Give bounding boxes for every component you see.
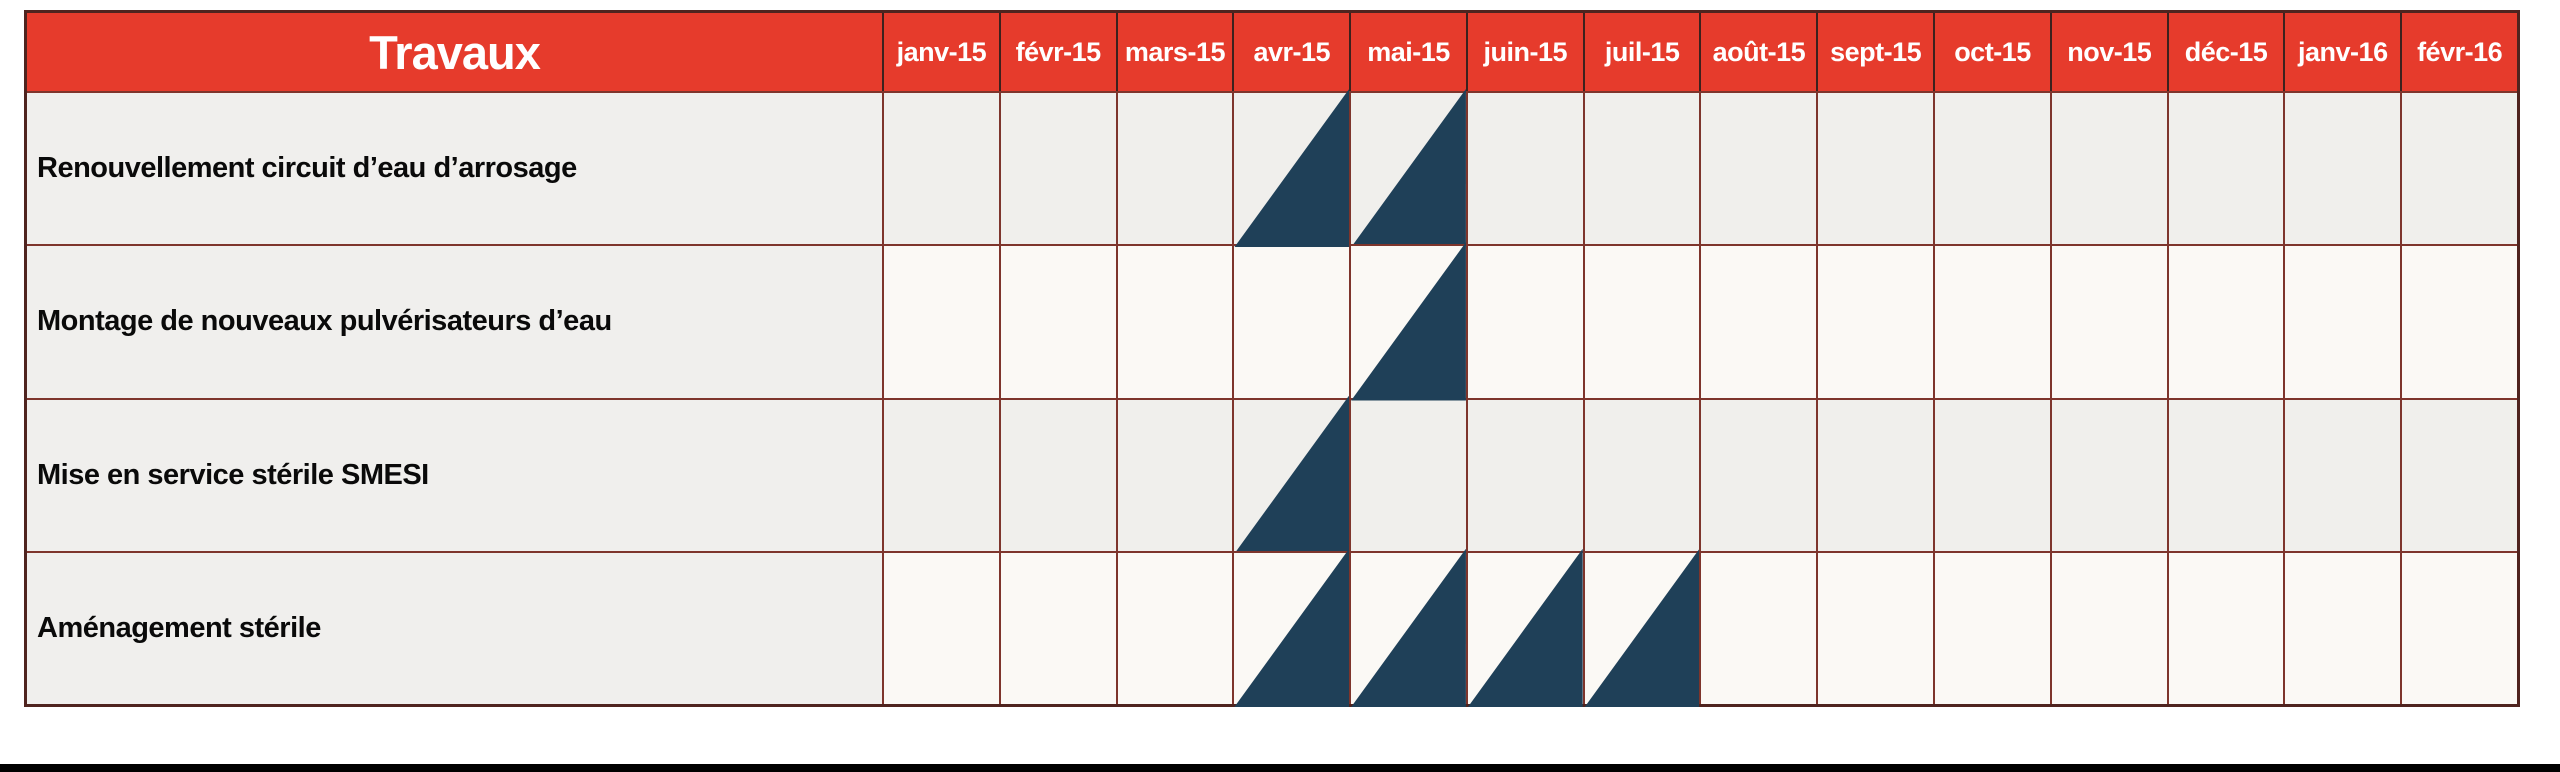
gantt-table: Travaux janv-15 févr-15 mars-15 avr-15 mai-1… [24, 10, 2520, 707]
gantt-triangle-marker [1351, 242, 1466, 401]
grid-cell-row4-janv-15 [882, 550, 999, 704]
grid-cell-row2-avr-15 [1232, 244, 1350, 398]
month-header-1: janv-15 [882, 13, 999, 91]
grid-cell-row2-mai-15 [1349, 242, 1466, 401]
grid-cell-row4-juin-15 [1465, 548, 1583, 707]
grid-cell-row1-avr-15 [1232, 89, 1350, 248]
grid-cell-row3-avr-15 [1232, 395, 1350, 554]
gantt-triangle-marker [1351, 89, 1466, 248]
grid-cell-row2-janv-16 [2283, 244, 2401, 398]
grid-cell-row3-nov-15 [2049, 397, 2167, 551]
grid-cell-row3-janv-15 [882, 397, 999, 551]
grid-cell-row3-déc-15 [2166, 397, 2284, 551]
month-header-11: nov-15 [2049, 13, 2167, 91]
grid-cell-row3-mars-15 [1115, 397, 1233, 551]
grid-cell-row1-févr-16 [2400, 91, 2517, 245]
grid-cell-row4-oct-15 [1933, 550, 2050, 704]
grid-cell-row2-déc-15 [2166, 244, 2284, 398]
month-header-4: avr-15 [1232, 13, 1350, 91]
month-header-9: sept-15 [1816, 13, 1934, 91]
month-header-8: août-15 [1699, 13, 1817, 91]
table-title: Travaux [27, 13, 882, 91]
grid-cell-row2-juil-15 [1582, 244, 1700, 398]
gantt-triangle-marker [1351, 548, 1466, 707]
grid-cell-row3-oct-15 [1933, 397, 2050, 551]
month-header-5: mai-15 [1349, 13, 1466, 91]
gantt-triangle-marker [1467, 548, 1583, 707]
month-header-12: déc-15 [2166, 13, 2284, 91]
grid-cell-row2-nov-15 [2049, 244, 2167, 398]
grid-cell-row2-juin-15 [1465, 244, 1583, 398]
grid-cell-row4-avr-15 [1232, 548, 1350, 707]
grid-cell-row4-déc-15 [2166, 550, 2284, 704]
month-header-3: mars-15 [1115, 13, 1233, 91]
grid-cell-row4-août-15 [1699, 550, 1817, 704]
grid-cell-row4-juil-15 [1582, 548, 1700, 707]
task-label-row-4: Aménagement stérile [27, 550, 882, 704]
gantt-triangle-marker [1234, 548, 1350, 707]
grid-cell-row3-sept-15 [1816, 397, 1934, 551]
grid-cell-row2-mars-15 [1115, 244, 1233, 398]
grid-cell-row2-janv-15 [882, 244, 999, 398]
grid-cell-row1-août-15 [1699, 91, 1817, 245]
grid-cell-row2-août-15 [1699, 244, 1817, 398]
grid-cell-row1-juil-15 [1582, 91, 1700, 245]
grid-cell-row4-févr-16 [2400, 550, 2517, 704]
month-header-2: févr-15 [998, 13, 1116, 91]
month-header-6: juin-15 [1465, 13, 1583, 91]
task-label-row-1: Renouvellement circuit d’eau d’arrosage [27, 91, 882, 245]
grid-cell-row1-sept-15 [1816, 91, 1934, 245]
grid-cell-row4-sept-15 [1816, 550, 1934, 704]
grid-cell-row4-févr-15 [998, 550, 1116, 704]
month-header-14: févr-16 [2400, 13, 2517, 91]
grid-cell-row4-nov-15 [2049, 550, 2167, 704]
grid-cell-row3-août-15 [1699, 397, 1817, 551]
grid-cell-row4-mai-15 [1349, 548, 1466, 707]
grid-cell-row3-févr-16 [2400, 397, 2517, 551]
grid-cell-row1-janv-16 [2283, 91, 2401, 245]
grid-cell-row1-juin-15 [1465, 91, 1583, 245]
grid-cell-row1-mars-15 [1115, 91, 1233, 245]
grid-cell-row3-janv-16 [2283, 397, 2401, 551]
task-label-row-2: Montage de nouveaux pulvérisateurs d’eau [27, 244, 882, 398]
grid-cell-row3-févr-15 [998, 397, 1116, 551]
grid-cell-row3-juil-15 [1582, 397, 1700, 551]
grid-cell-row1-janv-15 [882, 91, 999, 245]
grid-cell-row2-oct-15 [1933, 244, 2050, 398]
grid-cell-row1-oct-15 [1933, 91, 2050, 245]
gantt-triangle-marker [1584, 548, 1700, 707]
grid-cell-row1-nov-15 [2049, 91, 2167, 245]
grid-cell-row3-mai-15 [1349, 397, 1466, 551]
page-bottom-bar [0, 764, 2560, 772]
gantt-triangle-marker [1234, 395, 1350, 554]
grid-cell-row1-déc-15 [2166, 91, 2284, 245]
grid-cell-row2-sept-15 [1816, 244, 1934, 398]
grid-cell-row2-févr-15 [998, 244, 1116, 398]
grid-cell-row4-janv-16 [2283, 550, 2401, 704]
gantt-triangle-marker [1234, 89, 1350, 248]
grid-cell-row1-mai-15 [1349, 89, 1466, 248]
grid-cell-row1-févr-15 [998, 91, 1116, 245]
grid-cell-row4-mars-15 [1115, 550, 1233, 704]
month-header-7: juil-15 [1582, 13, 1700, 91]
task-label-row-3: Mise en service stérile SMESI [27, 397, 882, 551]
month-header-13: janv-16 [2283, 13, 2401, 91]
grid-cell-row3-juin-15 [1465, 397, 1583, 551]
grid-cell-row2-févr-16 [2400, 244, 2517, 398]
month-header-10: oct-15 [1933, 13, 2050, 91]
